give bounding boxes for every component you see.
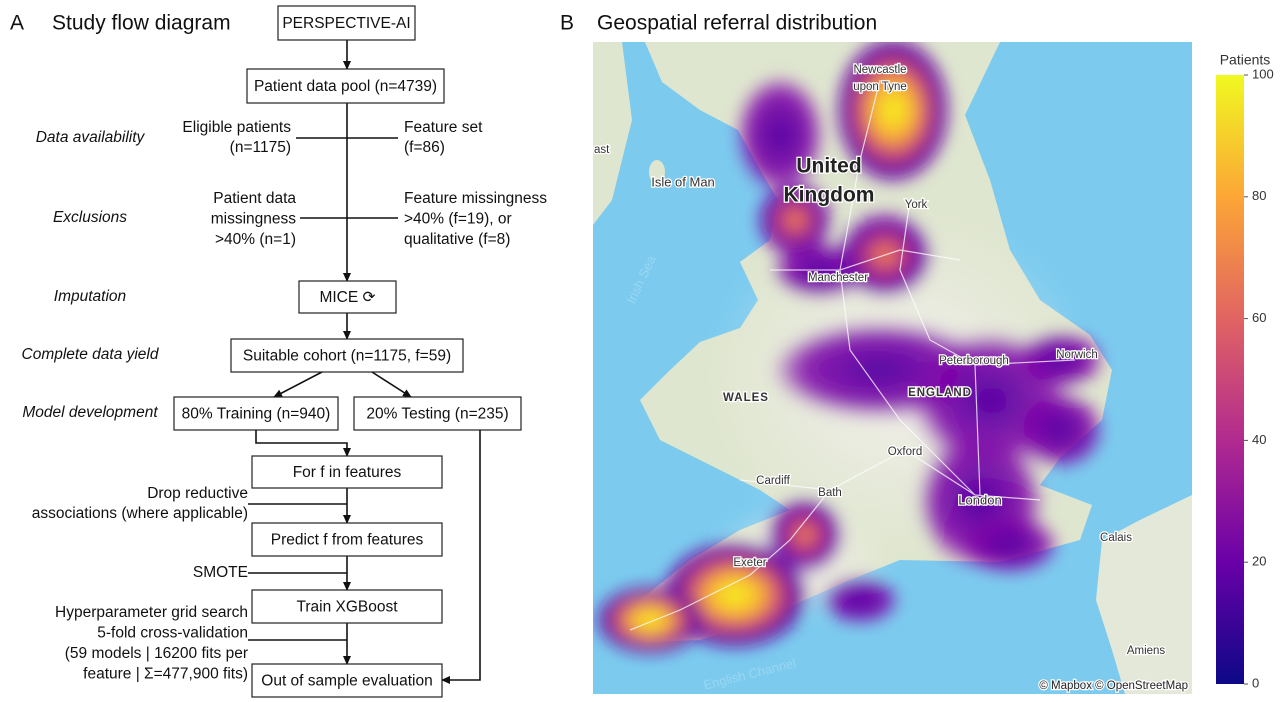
map: Newcastle upon Tyne United Kingdom Isle …: [593, 42, 1192, 694]
panel-title: Study flow diagram: [52, 12, 231, 35]
side-note: Patient data: [213, 190, 296, 207]
attribution: © Mapbox © OpenStreetMap: [1039, 680, 1188, 692]
arrow: [371, 371, 412, 398]
arrow: [273, 371, 323, 398]
side-note: Drop reductive: [147, 485, 248, 502]
side-note: (f=86): [404, 139, 445, 156]
side-note: Feature set: [404, 119, 483, 136]
side-note: (n=1175): [230, 139, 291, 156]
colorbar-tick-label: 40: [1252, 432, 1266, 447]
flow-diagram: Data availability Exclusions Imputation Com…: [22, 5, 547, 698]
colorbar-scale: [1216, 75, 1244, 684]
map-label: United: [796, 155, 861, 178]
side-note: SMOTE: [193, 564, 248, 581]
side-note: 5-fold cross-validation: [97, 625, 248, 642]
map-label: Kingdom: [784, 184, 875, 207]
land: [1096, 495, 1192, 694]
map-label: Peterborough: [939, 355, 1009, 367]
map-label: upon Tyne: [853, 81, 907, 93]
map-label: ENGLAND: [908, 387, 972, 399]
roads: [629, 79, 1076, 631]
flow-box-label: 80% Training (n=940): [182, 406, 331, 423]
land: [593, 42, 632, 225]
flow-box-label: Train XGBoost: [296, 599, 398, 616]
flow-box-label: 20% Testing (n=235): [366, 406, 508, 423]
flow-box: [173, 396, 339, 431]
map-label: Cardiff: [756, 475, 790, 487]
colorbar-tick-label: 80: [1252, 188, 1266, 203]
flow-box: [298, 280, 397, 314]
map-label: Manchester: [808, 272, 868, 284]
flow-box-label: MICE ⟳: [319, 289, 375, 306]
map-label: WALES: [723, 392, 769, 404]
colorbar: Patients 0 20 40 60 80 100: [1216, 52, 1274, 690]
colorbar-tick-label: 20: [1252, 554, 1266, 569]
flow-box: [277, 5, 416, 41]
heatmap: [595, 42, 1105, 655]
colorbar-tick-label: 0: [1252, 675, 1259, 690]
side-note: (59 models | 16200 fits per: [65, 645, 248, 662]
side-note: Hyperparameter grid search: [55, 604, 248, 621]
stage-label: Imputation: [54, 288, 126, 305]
flow-box-label: Predict f from features: [271, 532, 424, 549]
map-label: Calais: [1100, 532, 1132, 544]
arrow: [441, 430, 481, 684]
map-label: Oxford: [888, 446, 923, 458]
side-note: feature | Σ=477,900 fits): [83, 666, 248, 683]
map-label: ast: [594, 144, 610, 156]
side-note: Feature missingness: [404, 190, 547, 207]
map-label: York: [905, 199, 928, 211]
arrow: [255, 430, 351, 457]
flow-box-label: PERSPECTIVE-AI: [282, 15, 410, 32]
colorbar-tick-label: 60: [1252, 310, 1266, 325]
flow-box-label: Patient data pool (n=4739): [254, 78, 437, 95]
stage-label: Data availability: [36, 129, 146, 146]
map-label: London: [958, 492, 1001, 507]
side-note: >40% (n=1): [215, 231, 296, 248]
flow-box: [251, 455, 443, 489]
side-note: associations (where applicable): [32, 505, 248, 522]
stage-label: Complete data yield: [22, 346, 160, 363]
flow-box-label: Suitable cohort (n=1175, f=59): [243, 348, 451, 365]
flow-box: [251, 522, 443, 557]
flow-box: [230, 338, 464, 373]
map-label: Exeter: [733, 557, 766, 569]
flow-box: [246, 68, 445, 104]
side-note: >40% (f=19), or: [404, 211, 512, 228]
side-note: Eligible patients: [182, 119, 291, 136]
side-note: missingness: [211, 211, 297, 228]
panel-label: B: [560, 12, 574, 35]
stage-label: Exclusions: [53, 209, 127, 226]
panel-title: Geospatial referral distribution: [597, 12, 877, 35]
flow-box: [251, 663, 443, 698]
land: [649, 160, 665, 184]
flow-box-label: For f in features: [293, 464, 402, 481]
panel-label: A: [10, 12, 24, 35]
stage-label: Model development: [22, 404, 158, 421]
map-label: Isle of Man: [651, 174, 715, 189]
map-label: Amiens: [1127, 645, 1166, 657]
map-label: Norwich: [1056, 349, 1098, 361]
colorbar-tick-label: 100: [1252, 66, 1274, 81]
colorbar-title: Patients: [1220, 52, 1271, 68]
map-label: Bath: [818, 487, 842, 499]
map-label: Newcastle: [853, 64, 906, 76]
flow-box: [251, 589, 443, 624]
side-note: qualitative (f=8): [404, 231, 510, 248]
flow-box-label: Out of sample evaluation: [261, 673, 432, 690]
flow-box: [353, 396, 522, 431]
